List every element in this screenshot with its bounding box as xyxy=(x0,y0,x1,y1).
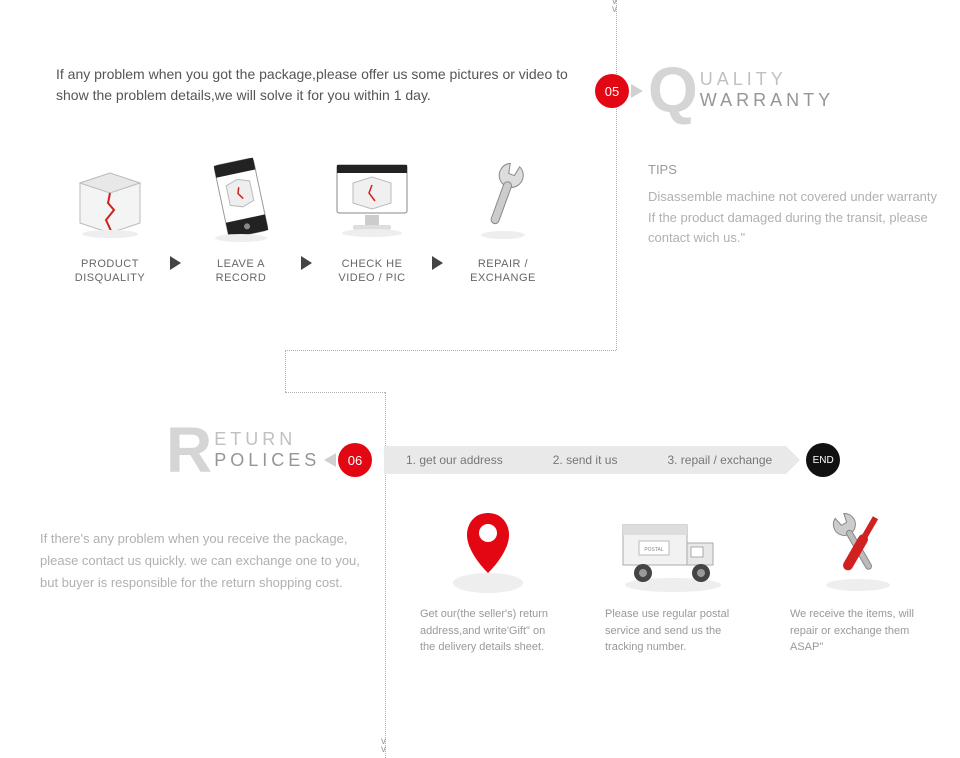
ret-item-3: We receive the items, will repair or exc… xyxy=(790,500,925,656)
tips-block: TIPS Disassemble machine not covered und… xyxy=(648,160,938,249)
map-pin-icon xyxy=(420,500,555,600)
monitor-icon xyxy=(318,150,426,245)
proc-label-1: PRODUCT DISQUALITY xyxy=(56,257,164,286)
return-h1: ETURN xyxy=(214,429,320,450)
down-arrows-bottom: vv xyxy=(381,738,386,754)
return-h2: POLICES xyxy=(214,450,320,471)
divider-h1 xyxy=(285,350,616,351)
phone-photo-icon xyxy=(187,150,295,245)
badge-06-label: 06 xyxy=(348,453,362,468)
end-label: END xyxy=(813,455,834,466)
proc-item-3: CHECK HE VIDEO / PIC xyxy=(318,150,426,286)
return-letter: R xyxy=(166,418,212,482)
arrow-icon xyxy=(432,256,443,270)
ret-item-2: POSTAL Please use regular postal service… xyxy=(605,500,740,656)
divider-h2 xyxy=(285,392,385,393)
end-badge: END xyxy=(806,443,840,477)
chevron-row: 1. get our address 2. send it us 3. repa… xyxy=(384,446,840,477)
ret-item-1: Get our(the seller's) return address,and… xyxy=(420,500,555,656)
chevron-1: 1. get our address xyxy=(384,446,517,474)
proc-label-4: REPAIR / EXCHANGE xyxy=(449,257,557,286)
tips-body: Disassemble machine not covered under wa… xyxy=(648,187,938,249)
ret-desc-3: We receive the items, will repair or exc… xyxy=(790,606,925,656)
divider-v1 xyxy=(616,0,617,350)
truck-icon: POSTAL xyxy=(605,500,740,600)
badge-05: 05 xyxy=(595,74,629,108)
quality-intro: If any problem when you got the package,… xyxy=(56,64,576,106)
ret-desc-1: Get our(the seller's) return address,and… xyxy=(420,606,555,656)
return-heading: R ETURN POLICES xyxy=(166,418,320,482)
proc-item-4: REPAIR / EXCHANGE xyxy=(449,150,557,286)
proc-item-1: PRODUCT DISQUALITY xyxy=(56,150,164,286)
tips-heading: TIPS xyxy=(648,160,938,181)
quality-h1: UALITY xyxy=(700,69,834,90)
process-row: PRODUCT DISQUALITY LEAVE A RECORD xyxy=(56,150,586,286)
quality-heading: Q UALITY WARRANTY xyxy=(648,58,834,122)
badge-05-label: 05 xyxy=(605,84,619,99)
proc-label-2: LEAVE A RECORD xyxy=(187,257,295,286)
return-items: Get our(the seller's) return address,and… xyxy=(420,500,925,656)
chevron-3: 3. repail / exchange xyxy=(645,446,786,474)
arrow-icon xyxy=(301,256,312,270)
svg-text:POSTAL: POSTAL xyxy=(644,547,664,553)
return-intro: If there's any problem when you receive … xyxy=(40,528,360,594)
divider-v2 xyxy=(285,350,286,392)
proc-item-2: LEAVE A RECORD xyxy=(187,150,295,286)
proc-label-3: CHECK HE VIDEO / PIC xyxy=(318,257,426,286)
wrench-icon xyxy=(449,150,557,245)
tools-icon xyxy=(790,500,925,600)
arrow-icon xyxy=(170,256,181,270)
quality-h2: WARRANTY xyxy=(700,90,834,111)
badge-06: 06 xyxy=(338,443,372,477)
quality-letter: Q xyxy=(648,58,698,122)
down-arrows-top: vv xyxy=(612,0,617,14)
box-cracked-icon xyxy=(56,150,164,245)
ret-desc-2: Please use regular postal service and se… xyxy=(605,606,740,656)
chevron-2: 2. send it us xyxy=(531,446,632,474)
